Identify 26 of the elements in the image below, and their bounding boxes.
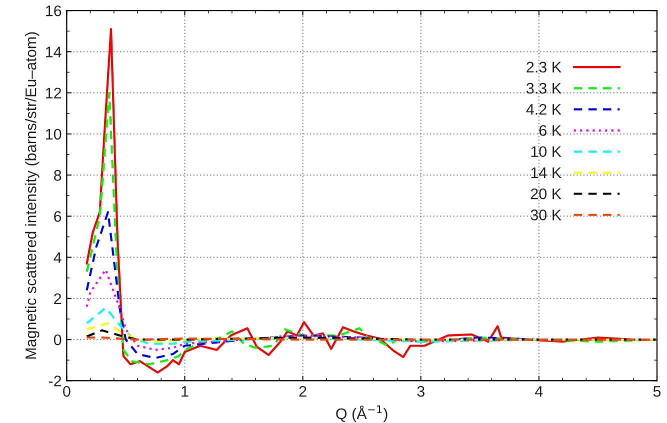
x-tick-label: 1: [182, 386, 188, 397]
x-tick-label: 5: [653, 386, 661, 397]
legend-label: 14 K: [531, 167, 562, 178]
y-tick-label: 0: [54, 334, 62, 346]
y-tick-label: -2: [48, 376, 62, 386]
y-tick-label: 12: [46, 88, 62, 98]
x-tick-label: 3: [417, 386, 424, 397]
x-tick-label: 0: [63, 386, 70, 397]
legend-label: 20 K: [530, 188, 562, 200]
legend-label: 4.2 K: [526, 104, 562, 115]
y-tick-label: 4: [54, 252, 62, 263]
y-axis-title: Magnetic scattered intensity (barns/str/Eu–atom): [25, 32, 40, 359]
y-tick-label: 8: [54, 170, 62, 181]
x-axis-title: Q (Å$^{−1}$): [336, 405, 388, 422]
legend-label: 10 K: [531, 146, 562, 158]
y-tick-label: 6: [54, 211, 62, 222]
legend-label: 6 K: [539, 125, 562, 136]
legend-label: 30 K: [530, 210, 562, 220]
legend-label: 3.3 K: [526, 82, 562, 94]
y-tick-label: 14: [46, 46, 62, 58]
y-tick-label: 10: [46, 128, 62, 140]
x-tick-label: 2: [299, 386, 306, 397]
x-tick-label: 4: [535, 386, 543, 397]
legend-label: 2.3 K: [526, 62, 562, 73]
y-tick-label: 16: [46, 5, 62, 16]
y-tick-label: 2: [54, 293, 62, 304]
